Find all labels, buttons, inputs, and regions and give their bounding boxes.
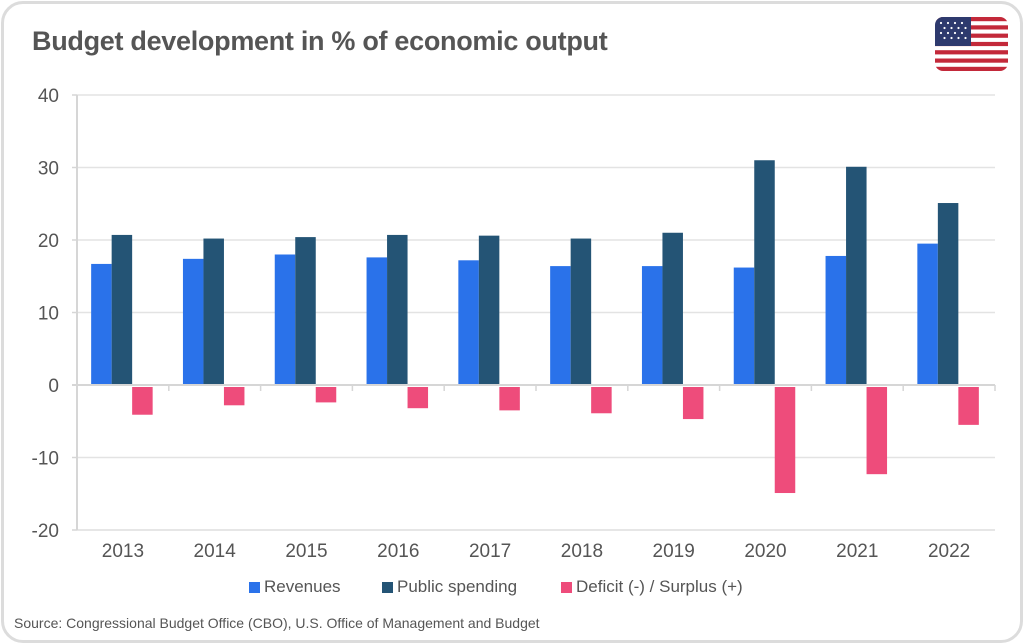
us-flag-icon	[935, 17, 1008, 71]
bar-deficit-surplus-2020	[774, 387, 796, 494]
bar-deficit-surplus-2022	[958, 387, 979, 425]
bar-public-spending-2022	[937, 203, 959, 385]
bar-revenues-2016	[366, 257, 388, 385]
legend-item-revenues: Revenues	[249, 577, 341, 597]
x-tick-label: 2017	[469, 541, 511, 562]
x-tick-label: 2014	[194, 541, 237, 562]
bar-public-spending-2017	[478, 235, 500, 385]
x-tick-label: 2021	[836, 541, 878, 562]
y-tick-label: 0	[48, 376, 59, 397]
bar-public-spending-2016	[387, 234, 408, 385]
legend-label: Revenues	[264, 577, 341, 596]
bar-public-spending-2020	[754, 160, 775, 385]
bar-deficit-surplus-2018	[591, 387, 612, 414]
legend-swatch-deficit	[561, 581, 572, 593]
bar-revenues-2019	[641, 266, 663, 385]
bar-revenues-2018	[550, 266, 571, 385]
bar-public-spending-2019	[662, 232, 683, 385]
bar-deficit-surplus-2016	[407, 387, 429, 409]
chart-title: Budget development in % of economic outp…	[32, 26, 608, 56]
x-tick-label: 2013	[102, 541, 144, 562]
bar-deficit-surplus-2021	[866, 387, 888, 475]
x-tick-label: 2016	[377, 541, 419, 562]
x-tick-label: 2022	[928, 541, 970, 562]
x-tick-label: 2018	[561, 541, 603, 562]
legend-swatch-revenues	[249, 581, 260, 593]
legend-item-deficit: Deficit (-) / Surplus (+)	[561, 577, 743, 597]
y-tick-label: 40	[38, 86, 59, 107]
bar-revenues-2015	[274, 254, 296, 385]
legend-label: Deficit (-) / Surplus (+)	[576, 577, 743, 596]
tick-labels: 40 30 20 10 0 -10 -20 2013 2014 2015 2016 2017 2018 2…	[32, 86, 971, 562]
bar-deficit-surplus-2014	[223, 387, 245, 406]
bar-revenues-2020	[733, 267, 755, 385]
gridlines	[77, 94, 995, 531]
bar-public-spending-2014	[203, 238, 224, 385]
chart-legend: Revenues Public spending Deficit (-) / S…	[0, 577, 1024, 601]
bar-revenues-2022	[917, 243, 938, 385]
bar-deficit-surplus-2019	[682, 387, 704, 420]
bar-public-spending-2021	[846, 166, 867, 385]
bar-public-spending-2013	[111, 234, 133, 385]
bar-public-spending-2018	[570, 238, 592, 385]
legend-item-public-spending: Public spending	[382, 577, 517, 597]
x-tick-label: 2015	[285, 541, 327, 562]
bar-deficit-surplus-2017	[499, 387, 520, 411]
bar-revenues-2014	[182, 258, 204, 385]
y-tick-label: 30	[38, 159, 59, 180]
bar-deficit-surplus-2015	[315, 387, 337, 403]
source-note: Source: Congressional Budget Office (CBO…	[14, 615, 540, 631]
legend-label: Public spending	[397, 577, 518, 596]
y-tick-label: -10	[32, 449, 59, 470]
y-tick-label: 10	[38, 304, 59, 325]
x-tick-label: 2020	[744, 541, 786, 562]
bar-revenues-2021	[825, 255, 847, 385]
x-tick-label: 2019	[653, 541, 695, 562]
bar-public-spending-2015	[295, 237, 316, 385]
axes	[72, 94, 996, 531]
legend-swatch-public-spending	[382, 581, 393, 593]
bars	[91, 160, 979, 494]
bar-revenues-2017	[458, 260, 479, 385]
bar-revenues-2013	[91, 263, 112, 385]
y-tick-label: 20	[38, 231, 59, 252]
bar-deficit-surplus-2013	[132, 387, 153, 415]
y-tick-label: -20	[32, 521, 59, 542]
